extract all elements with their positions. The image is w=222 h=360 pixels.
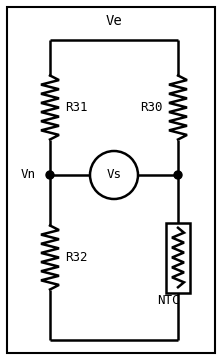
Text: NTC: NTC (157, 294, 180, 307)
Text: Vn: Vn (21, 168, 36, 181)
Text: R31: R31 (65, 101, 87, 114)
Text: Ve: Ve (106, 14, 122, 28)
Circle shape (90, 151, 138, 199)
Circle shape (46, 171, 54, 179)
Text: R32: R32 (65, 251, 87, 264)
Circle shape (174, 171, 182, 179)
Text: R30: R30 (141, 101, 163, 114)
Bar (166, 222, 190, 292)
Text: Vs: Vs (107, 168, 121, 181)
